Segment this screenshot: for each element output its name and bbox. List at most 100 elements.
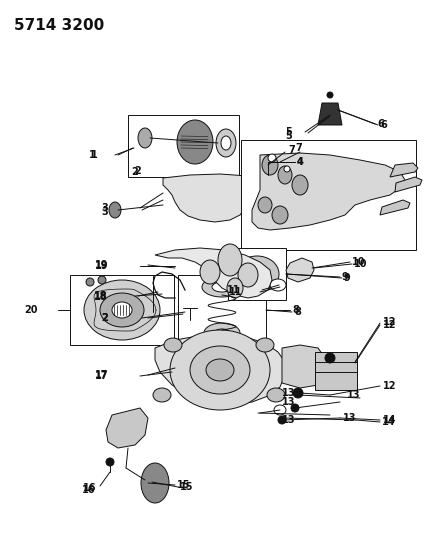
Text: 11: 11 — [229, 287, 242, 297]
Text: 8: 8 — [294, 307, 301, 317]
Bar — [315, 352, 357, 390]
Polygon shape — [106, 408, 148, 448]
Text: 18: 18 — [95, 291, 108, 301]
Ellipse shape — [258, 197, 272, 213]
Text: 14: 14 — [382, 417, 395, 427]
Text: 17: 17 — [95, 370, 108, 380]
Text: 13: 13 — [282, 397, 295, 407]
Ellipse shape — [164, 338, 182, 352]
Text: 19: 19 — [95, 260, 108, 270]
Text: 7: 7 — [295, 143, 302, 153]
Text: 2: 2 — [131, 167, 138, 177]
Text: 16: 16 — [81, 485, 95, 495]
Ellipse shape — [296, 185, 324, 221]
Text: 14: 14 — [383, 415, 396, 425]
Text: 3: 3 — [101, 203, 108, 213]
Ellipse shape — [227, 278, 243, 298]
Ellipse shape — [109, 202, 121, 218]
Text: 10: 10 — [354, 259, 368, 269]
Ellipse shape — [272, 206, 288, 224]
Ellipse shape — [278, 416, 286, 424]
Text: 10: 10 — [352, 257, 366, 267]
Text: 15: 15 — [177, 480, 190, 490]
Text: 8: 8 — [292, 305, 299, 315]
Ellipse shape — [293, 388, 303, 398]
Ellipse shape — [270, 279, 286, 291]
Text: 6: 6 — [380, 120, 387, 130]
Ellipse shape — [98, 276, 106, 284]
Ellipse shape — [212, 282, 232, 292]
Text: 18: 18 — [95, 292, 108, 302]
Text: 4: 4 — [297, 157, 304, 167]
Ellipse shape — [268, 154, 276, 162]
Text: 12: 12 — [383, 381, 396, 391]
Ellipse shape — [202, 277, 242, 297]
Polygon shape — [390, 163, 418, 177]
Ellipse shape — [274, 405, 286, 415]
Bar — [178, 275, 266, 345]
Text: 13: 13 — [342, 413, 356, 423]
Polygon shape — [155, 248, 272, 298]
Ellipse shape — [141, 463, 169, 503]
Ellipse shape — [292, 175, 308, 195]
Polygon shape — [252, 153, 405, 230]
Text: 16: 16 — [83, 483, 96, 493]
Polygon shape — [155, 335, 285, 405]
Ellipse shape — [247, 266, 267, 282]
Ellipse shape — [327, 92, 333, 98]
Bar — [228, 248, 286, 300]
Ellipse shape — [325, 353, 335, 363]
Ellipse shape — [138, 128, 152, 148]
Ellipse shape — [86, 278, 94, 286]
Ellipse shape — [267, 388, 285, 402]
Polygon shape — [318, 103, 342, 125]
Text: 13: 13 — [282, 415, 295, 425]
Ellipse shape — [153, 388, 171, 402]
Ellipse shape — [214, 329, 230, 337]
Text: 2: 2 — [134, 166, 141, 176]
Text: 13: 13 — [282, 388, 295, 398]
Text: 19: 19 — [95, 261, 108, 271]
Text: 15: 15 — [180, 482, 193, 492]
Ellipse shape — [100, 293, 144, 327]
Polygon shape — [255, 190, 310, 208]
Text: 13: 13 — [347, 390, 360, 400]
Ellipse shape — [216, 129, 236, 157]
Ellipse shape — [262, 155, 274, 165]
Text: 5714 3200: 5714 3200 — [14, 18, 104, 33]
Polygon shape — [282, 345, 325, 388]
Ellipse shape — [218, 244, 242, 276]
Text: 20: 20 — [24, 305, 38, 315]
Ellipse shape — [106, 458, 114, 466]
Ellipse shape — [204, 323, 240, 343]
Text: 11: 11 — [226, 285, 240, 295]
Ellipse shape — [284, 166, 290, 172]
Ellipse shape — [84, 280, 160, 340]
Ellipse shape — [200, 260, 220, 284]
Ellipse shape — [170, 330, 270, 410]
Ellipse shape — [190, 346, 250, 394]
Text: 12: 12 — [383, 320, 396, 330]
Ellipse shape — [238, 263, 258, 287]
Text: 9: 9 — [344, 273, 351, 283]
Ellipse shape — [235, 256, 279, 292]
Text: 4: 4 — [297, 157, 304, 167]
Text: 7: 7 — [288, 145, 295, 155]
Text: 2: 2 — [101, 313, 108, 323]
Ellipse shape — [256, 338, 274, 352]
Bar — [128, 115, 239, 177]
Polygon shape — [163, 174, 272, 222]
Text: 9: 9 — [342, 272, 349, 282]
Ellipse shape — [177, 120, 213, 164]
Ellipse shape — [206, 359, 234, 381]
Polygon shape — [286, 258, 314, 282]
Bar — [241, 140, 416, 250]
Bar — [70, 275, 174, 345]
Polygon shape — [380, 200, 410, 215]
Text: 17: 17 — [95, 371, 108, 381]
Text: 6: 6 — [377, 119, 384, 129]
Ellipse shape — [291, 404, 299, 412]
Text: 3: 3 — [101, 207, 108, 217]
Text: 1: 1 — [91, 150, 98, 160]
Polygon shape — [395, 177, 422, 192]
